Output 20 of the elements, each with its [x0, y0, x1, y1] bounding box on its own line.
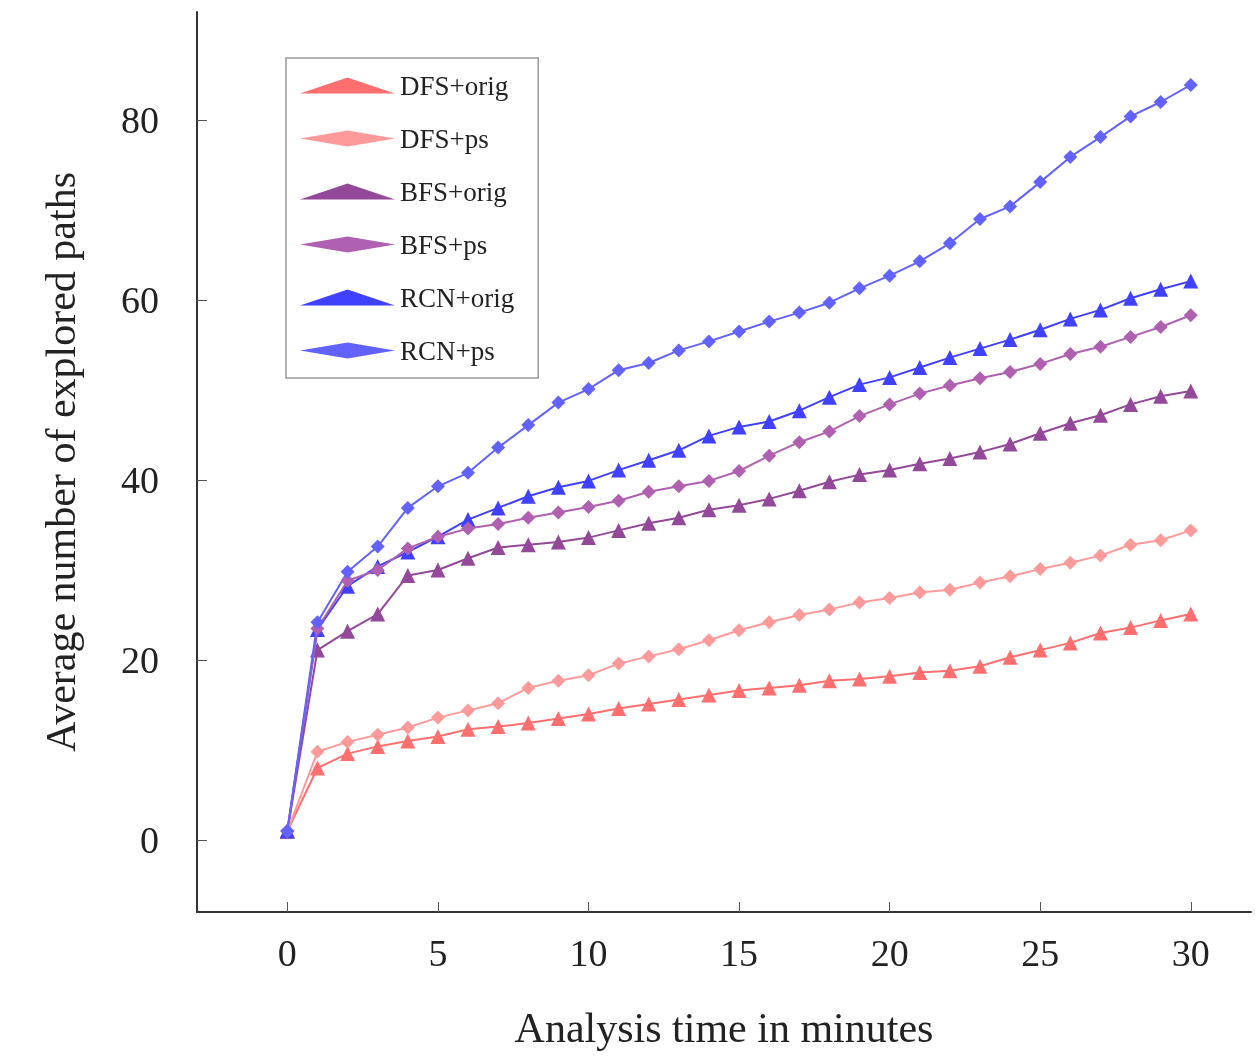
legend-label: BFS+ps: [400, 229, 488, 260]
x-tick-label: 0: [277, 932, 297, 974]
y-tick-label: 0: [140, 819, 159, 861]
x-tick-label: 10: [569, 932, 608, 974]
legend-label: BFS+orig: [400, 176, 507, 207]
x-tick-label: 5: [428, 932, 448, 974]
y-tick-label: 80: [121, 99, 159, 141]
y-tick-label: 20: [121, 639, 159, 681]
y-axis-title: Average number of explored paths: [38, 171, 84, 753]
legend-label: DFS+ps: [400, 123, 489, 154]
x-tick-label: 15: [720, 932, 759, 974]
legend-label: DFS+orig: [400, 70, 509, 101]
y-tick-label: 40: [121, 459, 159, 501]
x-axis-title: Analysis time in minutes: [514, 1005, 934, 1051]
x-tick-label: 30: [1171, 932, 1210, 974]
legend-label: RCN+ps: [400, 335, 495, 366]
x-tick-label: 20: [870, 932, 909, 974]
legend-label: RCN+orig: [400, 282, 515, 313]
y-tick-label: 60: [121, 279, 159, 321]
x-tick-label: 25: [1021, 932, 1060, 974]
